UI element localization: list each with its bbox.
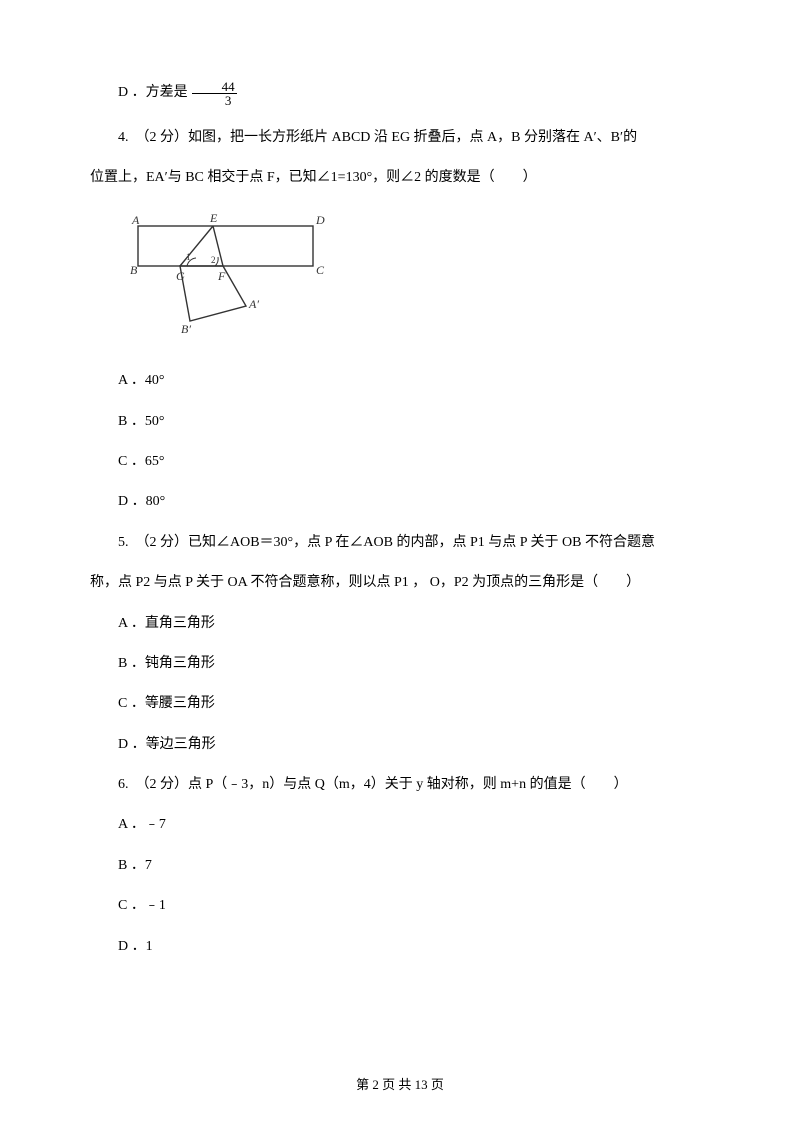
q3-option-d-label: D ．方差是	[90, 82, 188, 104]
q4-figure: A E D B C G F A′ B′ 1 2	[118, 208, 710, 346]
q6-option-b: B ．7	[90, 855, 710, 877]
q4-option-c: C ．65°	[90, 451, 710, 473]
fraction-44-3: 44 3	[192, 80, 237, 107]
q5-option-c: C ．等腰三角形	[90, 693, 710, 715]
label-D: D	[315, 213, 325, 227]
q6-line1: 6. （2 分）点 P（﹣3，n）与点 Q（m，4）关于 y 轴对称，则 m+n…	[90, 774, 710, 796]
q6-option-a: A ．﹣7	[90, 814, 710, 836]
fraction-numerator: 44	[192, 80, 237, 94]
label-F: F	[217, 269, 226, 283]
q4-option-d: D ．80°	[90, 491, 710, 513]
label-Aprime: A′	[248, 297, 259, 311]
label-C: C	[316, 263, 325, 277]
q5-option-d: D ．等边三角形	[90, 734, 710, 756]
q4-option-b: B ．50°	[90, 411, 710, 433]
q4-line1: 4. （2 分）如图，把一长方形纸片 ABCD 沿 EG 折叠后，点 A，B 分…	[90, 127, 710, 149]
q4-line2: 位置上，EA′与 BC 相交于点 F，已知∠1=130°，则∠2 的度数是（ ）	[90, 167, 710, 189]
q5-option-a: A ．直角三角形	[90, 613, 710, 635]
q5-option-b: B ．钝角三角形	[90, 653, 710, 675]
label-Bprime: B′	[181, 322, 191, 336]
q4-option-a: A ．40°	[90, 370, 710, 392]
label-A: A	[131, 213, 140, 227]
angle-2: 2	[211, 255, 216, 265]
page-footer: 第 2 页 共 13 页	[0, 1075, 800, 1096]
q5-line1: 5. （2 分）已知∠AOB＝30°，点 P 在∠AOB 的内部，点 P1 与点…	[90, 532, 710, 554]
q5-line2: 称，点 P2 与点 P 关于 OA 不符合题意称，则以点 P1 ， O，P2 为…	[90, 572, 710, 594]
fraction-denominator: 3	[195, 94, 234, 107]
label-E: E	[209, 211, 218, 225]
q6-option-c: C ．﹣1	[90, 895, 710, 917]
q6-option-d: D ．1	[90, 936, 710, 958]
angle-1: 1	[186, 252, 191, 262]
q3-option-d: D ．方差是 44 3	[90, 80, 710, 107]
label-G: G	[176, 269, 185, 283]
label-B: B	[130, 263, 138, 277]
